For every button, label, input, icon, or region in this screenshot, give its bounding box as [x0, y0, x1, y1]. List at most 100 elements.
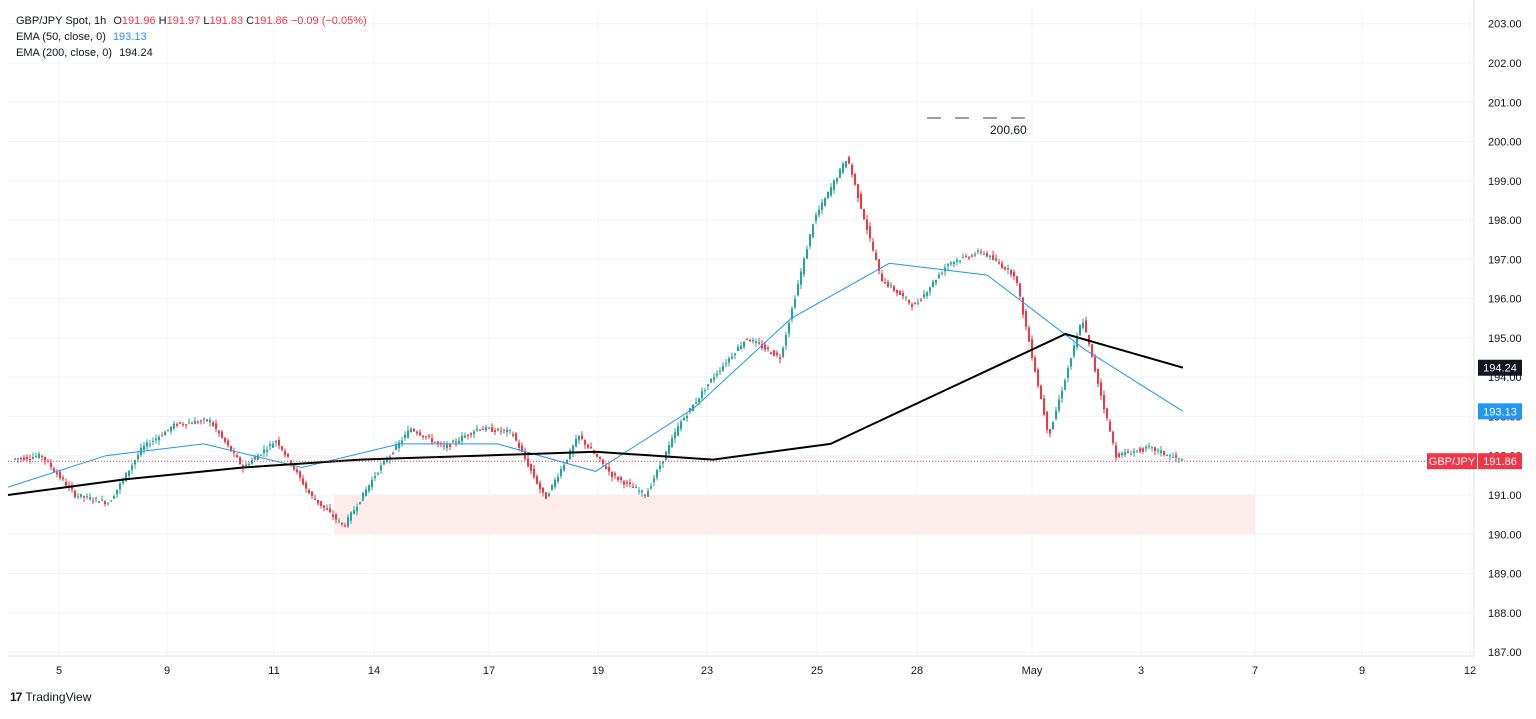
candle-body [161, 435, 163, 437]
candle-body [740, 345, 742, 349]
candle-body [887, 281, 889, 287]
x-tick-label-1: 9 [164, 665, 170, 677]
candle-body [671, 438, 673, 447]
candle-body [857, 184, 859, 199]
candle-body [623, 481, 625, 485]
candle-body [944, 267, 946, 272]
open-value: 191.96 [121, 15, 156, 27]
candle-body [1052, 421, 1054, 430]
candle-body [635, 487, 637, 489]
candle-body [719, 370, 721, 372]
candle-body [209, 420, 211, 423]
candle-body [446, 444, 448, 449]
candle-body [188, 422, 190, 424]
candle-body [470, 433, 472, 435]
candle-body [932, 281, 934, 287]
candle-body [107, 503, 109, 505]
candle-body [14, 458, 16, 460]
candle-body [1025, 311, 1027, 327]
candle-body [851, 164, 853, 175]
candle-body [731, 356, 733, 359]
candle-body [1130, 454, 1132, 456]
y-tick-label-12: 199.00 [1488, 176, 1522, 188]
candle-body [290, 460, 292, 466]
candle-body [497, 428, 499, 431]
candle-body [536, 476, 538, 484]
y-tick-label-15: 202.00 [1488, 58, 1522, 70]
candle-body [560, 469, 562, 477]
candle-body [332, 514, 334, 517]
candle-body [761, 344, 763, 349]
candle-body [1046, 411, 1048, 430]
tradingview-brand[interactable]: 17 TradingView [10, 690, 91, 704]
candle-body [812, 224, 814, 238]
candle-body [194, 420, 196, 425]
candle-body [755, 341, 757, 344]
candle-body [1016, 276, 1018, 283]
change-value: −0.09 (−0.05%) [290, 15, 367, 27]
last-price-badge-symbol: GBP/JPY [1429, 456, 1476, 468]
candle-body [893, 286, 895, 291]
candle-body [734, 353, 736, 356]
candle-body [293, 465, 295, 470]
candle-body [677, 426, 679, 436]
candle-body [869, 226, 871, 239]
candle-body [983, 253, 985, 255]
candle-body [629, 482, 631, 484]
candle-body [692, 404, 694, 412]
candle-body [821, 202, 823, 210]
candle-body [224, 437, 226, 442]
candle-body [413, 428, 415, 432]
candle-body [449, 444, 451, 447]
candle-body [83, 495, 85, 498]
candle-body [1109, 421, 1111, 432]
candle-body [836, 178, 838, 182]
candle-body [167, 429, 169, 431]
high-marker-label: 200.60 [990, 123, 1027, 137]
symbol-label[interactable]: GBP/JPY Spot, 1h [16, 15, 107, 27]
candle-body [251, 460, 253, 464]
y-tick-label-2: 189.00 [1488, 569, 1522, 581]
x-tick-label-12: 9 [1359, 665, 1365, 677]
legend-ema200-row[interactable]: EMA (200, close, 0) 194.24 [16, 45, 367, 61]
candle-body [608, 466, 610, 472]
candle-body [1061, 391, 1063, 399]
candle-body [317, 500, 319, 504]
candle-body [77, 496, 79, 498]
candle-body [179, 422, 181, 424]
candle-body [557, 476, 559, 482]
candle-body [203, 418, 205, 420]
candle-body [1082, 322, 1084, 328]
candle-body [335, 514, 337, 520]
close-value: 191.86 [254, 15, 288, 27]
candle-body [44, 456, 46, 461]
candle-body [878, 259, 880, 271]
candle-body [689, 408, 691, 412]
candle-body [74, 491, 76, 498]
candle-body [512, 434, 514, 436]
candle-body [158, 436, 160, 441]
legend-ema50-row[interactable]: EMA (50, close, 0) 193.13 [16, 29, 367, 45]
candle-body [947, 263, 949, 266]
candle-body [710, 378, 712, 383]
candle-body [296, 469, 298, 472]
candle-body [122, 478, 124, 484]
y-tick-label-0: 187.00 [1488, 647, 1522, 659]
candle-body [752, 339, 754, 342]
candle-body [272, 443, 274, 448]
candle-body [236, 455, 238, 458]
candle-body [407, 430, 409, 438]
candle-body [701, 391, 703, 398]
candle-body [59, 471, 61, 479]
chart-legend: GBP/JPY Spot, 1h O191.96 H191.97 L191.83… [16, 13, 367, 61]
candle-body [134, 460, 136, 465]
candle-body [1028, 327, 1030, 342]
ema200-value: 194.24 [119, 47, 153, 59]
candle-body [1022, 297, 1024, 315]
candle-body [914, 302, 916, 305]
candle-body [284, 450, 286, 455]
y-tick-label-1: 188.00 [1488, 608, 1522, 620]
candle-body [563, 464, 565, 471]
